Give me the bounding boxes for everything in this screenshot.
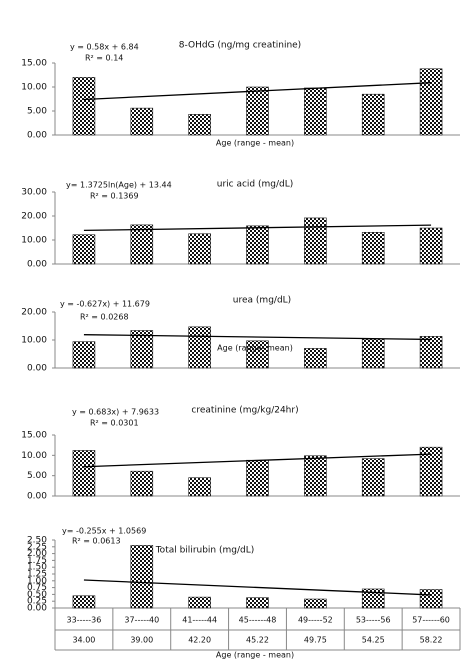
bar bbox=[419, 68, 443, 136]
x-tick-label: 54.25 bbox=[362, 636, 385, 645]
bar bbox=[246, 340, 269, 369]
annotation: y = -0.627x) + 11.679 bbox=[60, 300, 150, 309]
bar bbox=[130, 224, 154, 265]
bar bbox=[361, 93, 385, 136]
y-tick-label: 2.25 bbox=[27, 542, 47, 552]
y-tick-label: 15.00 bbox=[21, 431, 47, 441]
y-tick-label: 0.00 bbox=[27, 364, 47, 374]
trendline bbox=[83, 82, 432, 101]
chart-title: uric acid (mg/dL) bbox=[217, 180, 294, 190]
x-tick-label: 42.20 bbox=[188, 636, 211, 645]
annotation: y = 0.683x) + 7.9633 bbox=[72, 408, 159, 417]
bar bbox=[188, 326, 211, 369]
bar bbox=[419, 589, 443, 609]
y-tick-label: 10.00 bbox=[21, 451, 47, 461]
bar bbox=[188, 114, 211, 136]
y-tick-label: 15.00 bbox=[21, 59, 47, 69]
bar bbox=[304, 598, 327, 609]
y-tick-label: 1.25 bbox=[27, 570, 47, 580]
y-tick-label: 0.00 bbox=[27, 492, 47, 502]
bar bbox=[246, 86, 269, 136]
bar bbox=[361, 458, 385, 497]
bar bbox=[130, 545, 154, 609]
y-tick-label: 2.00 bbox=[27, 549, 47, 559]
y-tick-label: 1.00 bbox=[27, 576, 47, 586]
x-tick-label: 53-----56 bbox=[356, 616, 391, 625]
y-tick-label: 0.75 bbox=[27, 583, 47, 593]
x-tick-label: 39.00 bbox=[130, 636, 153, 645]
y-tick-label: 10.00 bbox=[21, 336, 47, 346]
y-tick-label: 0.00 bbox=[27, 131, 47, 141]
y-tick-label: 0.50 bbox=[27, 590, 47, 600]
y-tick-label: 0.00 bbox=[27, 604, 47, 614]
y-tick-label: 1.75 bbox=[27, 556, 47, 566]
bar bbox=[304, 348, 327, 369]
bar bbox=[130, 470, 154, 497]
y-tick-label: 0.25 bbox=[27, 597, 47, 607]
annotation: R² = 0.14 bbox=[85, 54, 123, 63]
chart-title: creatinine (mg/kg/24hr) bbox=[191, 406, 298, 416]
x-tick-label: 34.00 bbox=[72, 636, 95, 645]
bar bbox=[130, 330, 154, 369]
y-tick-label: 5.00 bbox=[27, 107, 47, 117]
bar bbox=[246, 225, 269, 265]
y-tick-label: 30.00 bbox=[21, 188, 47, 198]
x-tick-label: 58.22 bbox=[420, 636, 443, 645]
trendline bbox=[83, 579, 432, 596]
bar bbox=[72, 595, 96, 609]
trendline bbox=[83, 334, 432, 341]
y-tick-label: 5.00 bbox=[27, 471, 47, 481]
y-tick-label: 10.00 bbox=[21, 236, 47, 246]
bar bbox=[188, 477, 211, 497]
bar bbox=[72, 77, 96, 136]
y-tick-label: 0.00 bbox=[27, 260, 47, 270]
trendline bbox=[83, 453, 432, 468]
x-tick-label: 49-----52 bbox=[298, 616, 333, 625]
y-tick-label: 1.50 bbox=[27, 563, 47, 573]
bar bbox=[361, 232, 385, 265]
y-tick-label: 10.00 bbox=[21, 83, 47, 93]
annotation: R² = 0.0301 bbox=[90, 419, 139, 428]
bar bbox=[304, 455, 327, 497]
annotation: R² = 0.0613 bbox=[72, 537, 121, 546]
annotation: y = 0.58x + 6.84 bbox=[70, 43, 139, 52]
x-tick-label: 57------60 bbox=[412, 616, 450, 625]
bar bbox=[72, 234, 96, 265]
y-tick-label: 20.00 bbox=[21, 212, 47, 222]
bar bbox=[72, 341, 96, 369]
bar bbox=[72, 450, 96, 497]
annotation: R² = 0.1369 bbox=[90, 192, 139, 201]
y-tick-label: 2.50 bbox=[27, 536, 47, 546]
bar bbox=[304, 87, 327, 136]
x-tick-label: 37-----40 bbox=[124, 616, 159, 625]
annotation: R² = 0.0268 bbox=[80, 313, 129, 322]
bar bbox=[188, 596, 211, 609]
x-tick-label: 41-----44 bbox=[182, 616, 217, 625]
x-tick-label: 45.22 bbox=[246, 636, 269, 645]
bar bbox=[419, 336, 443, 369]
bar bbox=[188, 233, 211, 265]
annotation: y= -0.255x + 1.0569 bbox=[62, 527, 146, 536]
x-axis-label: Age (range - mean) bbox=[216, 651, 294, 660]
x-tick-label: 49.75 bbox=[304, 636, 327, 645]
y-tick-label: 20.00 bbox=[21, 308, 47, 318]
x-tick-label: 45------48 bbox=[239, 616, 277, 625]
bar bbox=[130, 107, 154, 136]
bar bbox=[246, 459, 269, 497]
bar bbox=[419, 227, 443, 265]
bar bbox=[361, 588, 385, 609]
chart-title: Total bilirubin (mg/dL) bbox=[155, 546, 255, 556]
x-axis-label: Age (range - mean) bbox=[216, 139, 294, 148]
annotation: y= 1.3725ln(Age) + 13.44 bbox=[66, 181, 172, 190]
bar bbox=[419, 446, 443, 497]
x-tick-label: 33-----36 bbox=[67, 616, 102, 625]
bar bbox=[246, 597, 269, 609]
chart-title: 8-OHdG (ng/mg creatinine) bbox=[179, 41, 301, 51]
x-axis-label: Age (range- mean) bbox=[217, 344, 293, 353]
trendline bbox=[83, 224, 432, 232]
bar bbox=[361, 338, 385, 369]
bar bbox=[304, 217, 327, 265]
chart-title: urea (mg/dL) bbox=[233, 296, 291, 306]
